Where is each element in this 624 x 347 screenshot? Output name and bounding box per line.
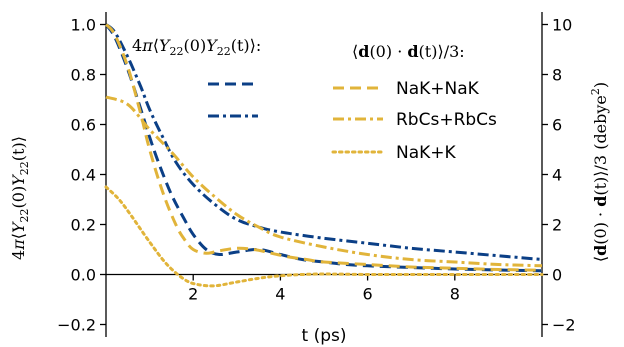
right-tick-label: 4 xyxy=(552,166,562,185)
series-line-nak-nak-right xyxy=(104,23,543,272)
legend-left: 4π⟨Y22(0)Y22(t)⟩: xyxy=(132,36,261,118)
axes: 2 4 6 8 −0.2 0.0 0.2 0.4 0.6 0.8 1.0 −2 0 2 4 6 8 10 xyxy=(57,12,576,337)
left-tick-label: 0.8 xyxy=(71,66,96,85)
legend-label-rbcs-rbcs: RbCs+RbCs xyxy=(396,110,497,130)
left-tick-label: −0.2 xyxy=(57,316,96,335)
series-line-rbcs-rbcs-right xyxy=(105,95,543,268)
legend-right: ⟨d(0) · d(t)⟩/3: NaK+NaK RbCs+RbCs NaK+K xyxy=(331,42,497,163)
legend-label-nak-nak: NaK+NaK xyxy=(396,79,480,99)
right-tick-label: −2 xyxy=(552,316,576,335)
left-tick-label: 0.6 xyxy=(71,116,96,135)
x-tick-label: 6 xyxy=(363,285,373,304)
right-tick-label: 6 xyxy=(552,116,562,135)
x-tick-label: 2 xyxy=(188,285,198,304)
legend-label-nak-k: NaK+K xyxy=(396,143,457,163)
left-tick-label: 0.2 xyxy=(71,216,96,235)
x-tick-label: 4 xyxy=(275,285,285,304)
series-line-nak-nak-left xyxy=(104,23,543,273)
left-tick-label: 0.0 xyxy=(71,266,96,285)
series-line-nak-k-right xyxy=(104,185,544,288)
right-tick-label: 10 xyxy=(552,16,572,35)
x-tick-label: 8 xyxy=(450,285,460,304)
right-tick-label: 2 xyxy=(552,216,562,235)
left-tick-label: 1.0 xyxy=(71,16,96,35)
series-lines xyxy=(104,23,544,288)
left-tick-label: 0.4 xyxy=(71,166,96,185)
series-line-rbcs-rbcs-left xyxy=(105,23,543,261)
right-tick-label: 0 xyxy=(552,266,562,285)
left-axis-label: 4π⟨Y22(0)Y22(t)⟩ xyxy=(9,136,31,260)
x-axis-label: t (ps) xyxy=(302,326,347,346)
legend-left-title: 4π⟨Y22(0)Y22(t)⟩: xyxy=(132,36,261,58)
right-tick-label: 8 xyxy=(552,66,562,85)
legend-right-title: ⟨d(0) · d(t)⟩/3: xyxy=(352,42,465,61)
right-axis-label: ⟨d(0) · d(t)⟩/3 (debye2) xyxy=(589,82,610,262)
